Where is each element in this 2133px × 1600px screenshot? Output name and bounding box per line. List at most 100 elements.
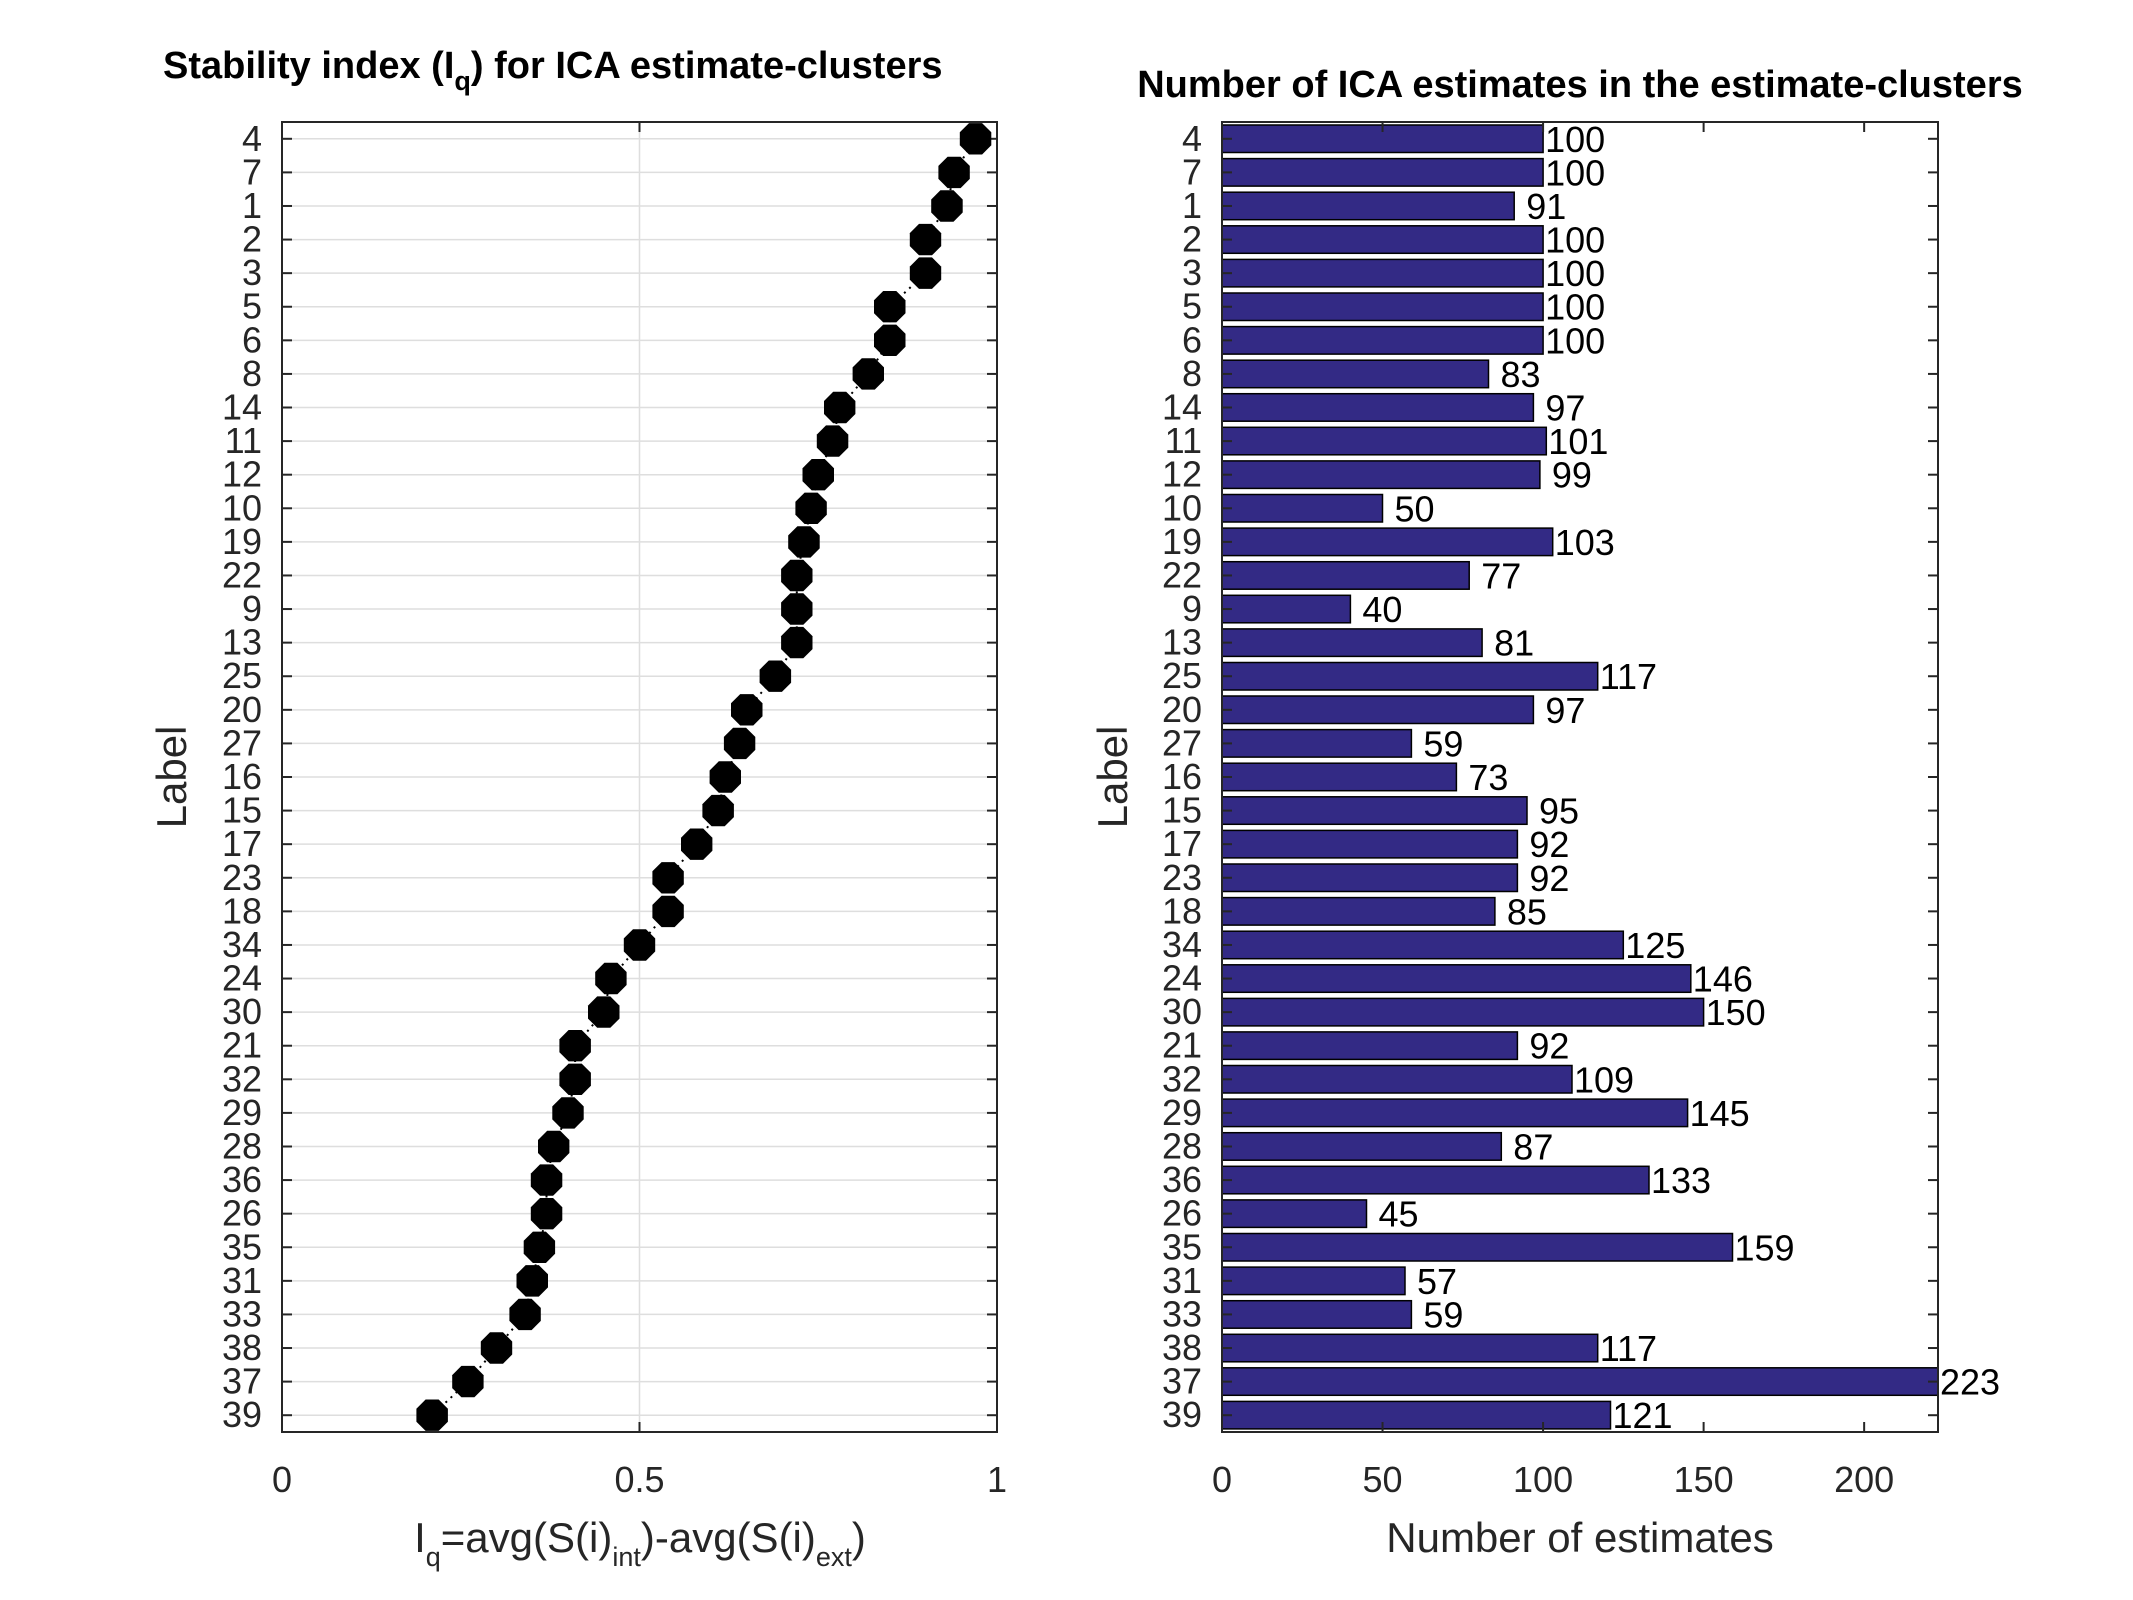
left-y-tick-label: 7 — [242, 151, 262, 192]
right-bar-value-label: 59 — [1423, 1294, 1463, 1335]
left-y-tick-label: 33 — [222, 1293, 262, 1334]
right-bar — [1221, 728, 1413, 758]
right-bar-value-label: 150 — [1706, 992, 1766, 1033]
left-y-tick-label: 11 — [225, 420, 262, 461]
right-y-tick-label: 29 — [1162, 1092, 1202, 1133]
right-y-tick-label: 15 — [1162, 790, 1202, 831]
left-y-tick-label: 36 — [222, 1159, 262, 1200]
left-data-point — [781, 626, 813, 659]
right-bar — [1221, 829, 1519, 859]
right-bar-value-label: 59 — [1423, 723, 1463, 764]
estimate-count-panel: Number of ICA estimates in the estimate-… — [1089, 64, 2023, 1561]
left-y-axis-label: Label — [148, 726, 195, 829]
right-bar — [1221, 1232, 1734, 1262]
right-bar-value-label: 117 — [1600, 656, 1657, 697]
left-data-point — [723, 727, 756, 760]
left-data-point — [795, 492, 827, 524]
right-bar-value-label: 100 — [1545, 320, 1605, 361]
right-bar-value-label: 73 — [1468, 757, 1508, 798]
right-bar — [1221, 628, 1483, 658]
right-bar — [1221, 863, 1519, 893]
right-bar-value-label: 81 — [1494, 623, 1534, 664]
left-x-tick-label: 1 — [987, 1459, 1007, 1500]
left-y-tick-label: 17 — [222, 823, 262, 864]
left-y-tick-label: 2 — [242, 219, 262, 260]
left-axis-ticks: 4712356814111210192291325202716151723183… — [222, 118, 1007, 1500]
left-y-tick-label: 8 — [242, 353, 262, 394]
right-y-tick-label: 11 — [1165, 420, 1202, 461]
left-data-point — [559, 1063, 591, 1095]
right-x-tick-label: 50 — [1363, 1459, 1403, 1500]
left-y-tick-label: 37 — [222, 1361, 262, 1402]
right-bar-value-label: 101 — [1548, 421, 1608, 462]
right-y-tick-label: 39 — [1162, 1394, 1202, 1435]
right-bar — [1221, 225, 1544, 255]
left-data-point — [781, 559, 813, 592]
left-y-tick-label: 4 — [242, 118, 262, 159]
right-y-tick-label: 27 — [1162, 722, 1202, 763]
left-data-points — [416, 123, 992, 1431]
right-bar-value-label: 133 — [1651, 1160, 1711, 1201]
right-y-tick-label: 30 — [1162, 991, 1202, 1032]
left-y-tick-label: 16 — [222, 756, 262, 797]
left-y-tick-label: 35 — [222, 1226, 262, 1267]
right-bar — [1221, 1333, 1599, 1363]
right-bar-value-label: 103 — [1555, 522, 1615, 563]
right-bar-value-label: 83 — [1501, 354, 1541, 395]
left-y-tick-label: 38 — [222, 1327, 262, 1368]
right-bar-value-label: 85 — [1507, 891, 1547, 932]
right-y-tick-label: 13 — [1162, 622, 1202, 663]
right-y-tick-label: 38 — [1162, 1327, 1202, 1368]
left-y-tick-label: 6 — [242, 319, 262, 360]
right-bar — [1221, 997, 1705, 1027]
right-bar — [1221, 594, 1352, 624]
right-bar — [1221, 359, 1490, 389]
right-x-axis-label: Number of estimates — [1386, 1514, 1773, 1561]
right-y-tick-label: 3 — [1182, 252, 1202, 293]
left-data-point — [702, 794, 734, 827]
right-bar — [1221, 258, 1544, 288]
right-x-tick-label: 100 — [1513, 1459, 1573, 1500]
left-x-tick-label: 0 — [272, 1459, 292, 1500]
left-data-point — [652, 862, 684, 894]
left-y-tick-label: 26 — [222, 1193, 262, 1234]
left-data-point — [874, 291, 906, 323]
right-bar — [1221, 762, 1458, 792]
right-bar-value-label: 100 — [1545, 253, 1605, 294]
right-bar — [1221, 1266, 1406, 1296]
left-y-tick-label: 13 — [222, 622, 262, 663]
left-data-point — [909, 223, 942, 256]
right-bar-value-label: 99 — [1552, 455, 1592, 496]
right-y-tick-label: 36 — [1162, 1159, 1202, 1200]
right-y-tick-label: 28 — [1162, 1125, 1202, 1166]
left-data-point — [852, 358, 884, 390]
left-data-point — [874, 324, 906, 356]
left-y-tick-label: 28 — [222, 1125, 262, 1166]
left-data-point — [681, 828, 713, 860]
left-chart-title: Stability index (Iq) for ICA estimate-cl… — [163, 45, 943, 96]
left-data-point — [452, 1365, 484, 1398]
right-bar — [1221, 930, 1625, 960]
right-y-tick-label: 19 — [1162, 521, 1202, 562]
right-chart-title: Number of ICA estimates in the estimate-… — [1137, 64, 2023, 106]
left-data-point — [959, 123, 992, 155]
left-data-point — [781, 593, 813, 625]
right-y-axis-label: Label — [1089, 726, 1136, 829]
left-y-tick-label: 9 — [242, 588, 262, 629]
right-bar — [1221, 325, 1544, 355]
left-data-point — [538, 1130, 570, 1163]
left-data-point — [909, 257, 942, 289]
left-data-point — [509, 1298, 541, 1331]
left-data-point — [652, 895, 684, 928]
right-y-tick-label: 21 — [1162, 1025, 1202, 1066]
right-bar — [1221, 157, 1544, 187]
right-y-tick-label: 12 — [1162, 454, 1202, 495]
right-bar-value-label: 223 — [1940, 1362, 2000, 1403]
right-y-tick-label: 34 — [1162, 924, 1202, 965]
right-y-tick-label: 5 — [1182, 286, 1202, 327]
right-bars — [1221, 124, 1939, 1430]
right-bar-value-label: 117 — [1600, 1328, 1657, 1369]
right-bar — [1221, 560, 1470, 590]
left-y-tick-label: 14 — [222, 387, 262, 428]
